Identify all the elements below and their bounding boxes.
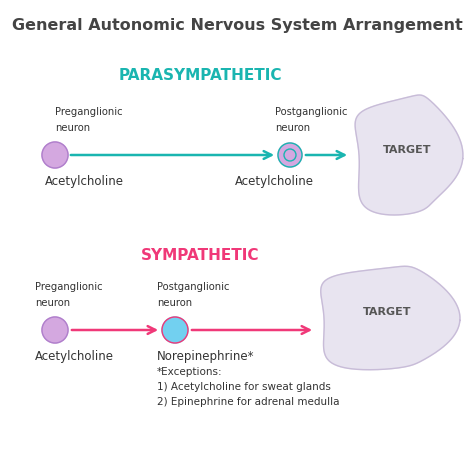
Text: neuron: neuron (55, 123, 90, 133)
Text: neuron: neuron (157, 298, 192, 308)
Text: General Autonomic Nervous System Arrangement: General Autonomic Nervous System Arrange… (12, 18, 462, 33)
Circle shape (42, 317, 68, 343)
Text: PARASYMPATHETIC: PARASYMPATHETIC (118, 68, 282, 83)
Text: neuron: neuron (275, 123, 310, 133)
Text: Postganglionic: Postganglionic (275, 107, 347, 117)
Text: Acetylcholine: Acetylcholine (35, 350, 114, 363)
Text: Acetylcholine: Acetylcholine (235, 175, 314, 188)
Text: Norepinephrine*: Norepinephrine* (157, 350, 255, 363)
Polygon shape (321, 266, 460, 370)
Circle shape (278, 143, 302, 167)
Text: SYMPATHETIC: SYMPATHETIC (141, 248, 259, 263)
Polygon shape (355, 95, 463, 215)
Circle shape (42, 142, 68, 168)
Text: Preganglionic: Preganglionic (35, 282, 103, 292)
Text: 2) Epinephrine for adrenal medulla: 2) Epinephrine for adrenal medulla (157, 397, 339, 407)
Circle shape (162, 317, 188, 343)
Text: Acetylcholine: Acetylcholine (45, 175, 124, 188)
Text: *Exceptions:: *Exceptions: (157, 367, 223, 377)
Text: 1) Acetylcholine for sweat glands: 1) Acetylcholine for sweat glands (157, 382, 331, 392)
Text: neuron: neuron (35, 298, 70, 308)
Text: Postganglionic: Postganglionic (157, 282, 229, 292)
Text: TARGET: TARGET (363, 307, 411, 317)
Text: TARGET: TARGET (383, 145, 431, 155)
Text: Preganglionic: Preganglionic (55, 107, 123, 117)
